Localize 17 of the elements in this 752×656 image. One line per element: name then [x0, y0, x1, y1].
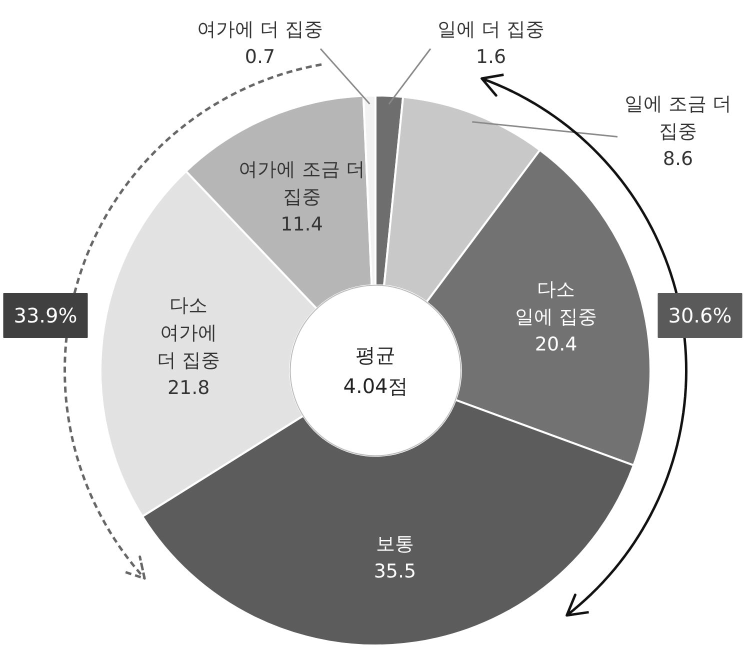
- slice-label: 일에 조금 더 집중: [624, 92, 732, 142]
- slice-label: 여가에 더 집중: [196, 18, 324, 40]
- text: 33.9%: [14, 304, 78, 328]
- slice-label: 여가에 조금 더 집중: [238, 158, 365, 208]
- data-label: 8.6: [662, 148, 694, 170]
- text: 평균 4.04점: [343, 342, 408, 398]
- slice-label: 다소 일에 집중: [515, 278, 598, 328]
- slice-label: 다소 여가에 더 집중: [157, 294, 220, 372]
- slice-label: 일에 더 집중: [437, 18, 545, 40]
- data-label: 20.4: [534, 333, 578, 356]
- data-label: 1.6: [476, 46, 506, 68]
- data-label: 0.7: [244, 46, 276, 68]
- data-label: 35.5: [374, 560, 416, 583]
- data-label: 21.8: [167, 377, 210, 400]
- data-label: 11.4: [280, 214, 323, 236]
- slice-label: 보통: [376, 533, 414, 556]
- text: 30.6%: [668, 304, 732, 328]
